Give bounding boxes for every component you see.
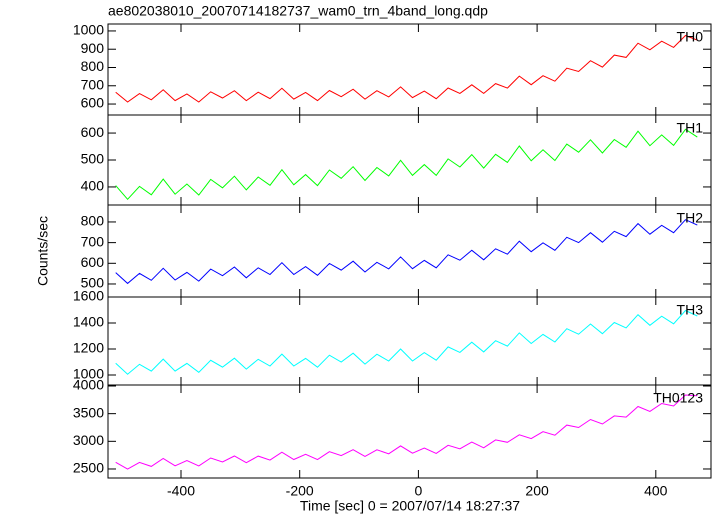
y-tick-label: 500	[81, 151, 105, 167]
panel-label: TH0	[677, 29, 704, 45]
panel-label: TH3	[677, 302, 704, 318]
panel-frame	[107, 114, 712, 206]
data-line	[115, 394, 698, 470]
y-tick-label: 900	[81, 40, 105, 56]
y-tick-label: 400	[81, 178, 105, 194]
y-tick-label: 1000	[73, 366, 104, 382]
data-line	[115, 34, 698, 103]
y-tick-label: 1400	[73, 314, 104, 330]
x-tick-label: 200	[525, 483, 549, 499]
x-tick-label: 0	[415, 483, 423, 499]
y-tick-label: 700	[81, 76, 105, 92]
y-tick-label: 1600	[73, 288, 104, 304]
x-tick-label: 400	[644, 483, 668, 499]
data-line	[115, 309, 698, 375]
y-tick-label: 600	[81, 124, 105, 140]
y-tick-label: 3000	[73, 432, 104, 448]
y-tick-label: 600	[81, 95, 105, 111]
y-tick-label: 500	[81, 275, 105, 291]
x-tick-label: -400	[167, 483, 195, 499]
chart-title: ae802038010_20070714182737_wam0_trn_4ban…	[108, 3, 488, 19]
y-tick-label: 2500	[73, 460, 104, 476]
panel-label: TH1	[677, 120, 704, 136]
y-tick-label: 3500	[73, 404, 104, 420]
y-tick-label: 600	[81, 254, 105, 270]
data-line	[115, 219, 698, 285]
panel-label: TH0123	[653, 390, 703, 406]
data-line	[115, 128, 698, 201]
panel-frame	[107, 384, 712, 479]
x-tick-label: -200	[286, 483, 314, 499]
y-tick-label: 1200	[73, 340, 104, 356]
y-tick-label: 4000	[73, 377, 104, 393]
y-axis-label: Counts/sec	[35, 216, 51, 286]
y-tick-label: 700	[81, 233, 105, 249]
y-tick-label: 800	[81, 58, 105, 74]
panel-label: TH2	[677, 210, 704, 226]
y-tick-label: 800	[81, 213, 105, 229]
x-axis-label: Time [sec] 0 = 2007/07/14 18:27:37	[300, 498, 520, 514]
y-tick-label: 1000	[73, 22, 104, 38]
panel-frame	[107, 204, 712, 298]
